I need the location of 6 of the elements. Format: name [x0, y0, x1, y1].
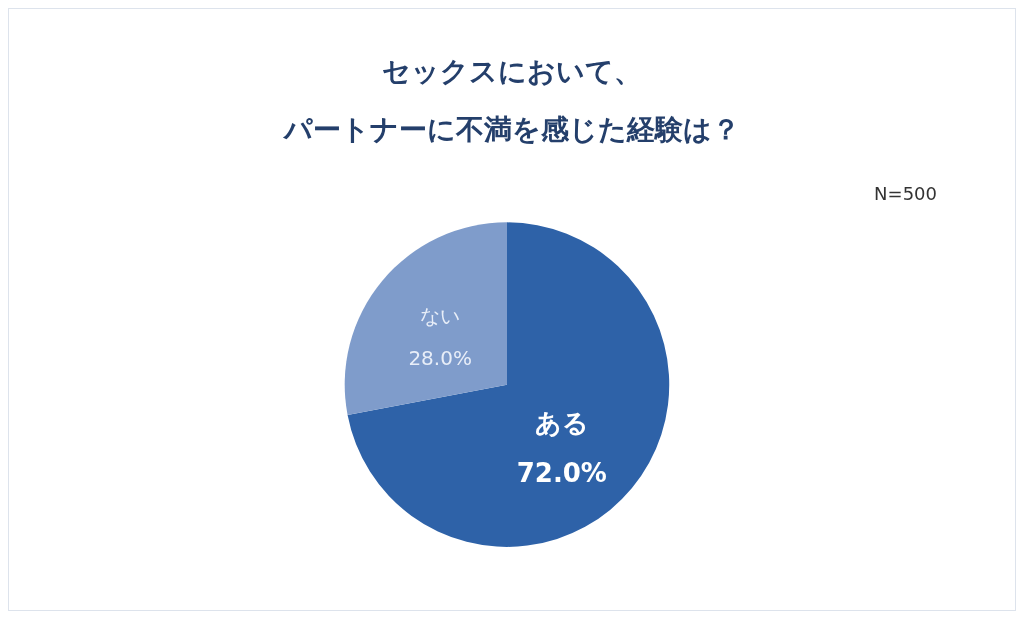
data-label: 72.0% — [516, 458, 607, 489]
slice-label: ない — [420, 304, 461, 328]
data-label: 28.0% — [408, 346, 472, 370]
chart-title: セックスにおいて、パートナーに不満を感じた経験は？ — [282, 54, 740, 146]
text: N=500 — [874, 182, 937, 204]
slice-label: ある — [534, 408, 589, 439]
